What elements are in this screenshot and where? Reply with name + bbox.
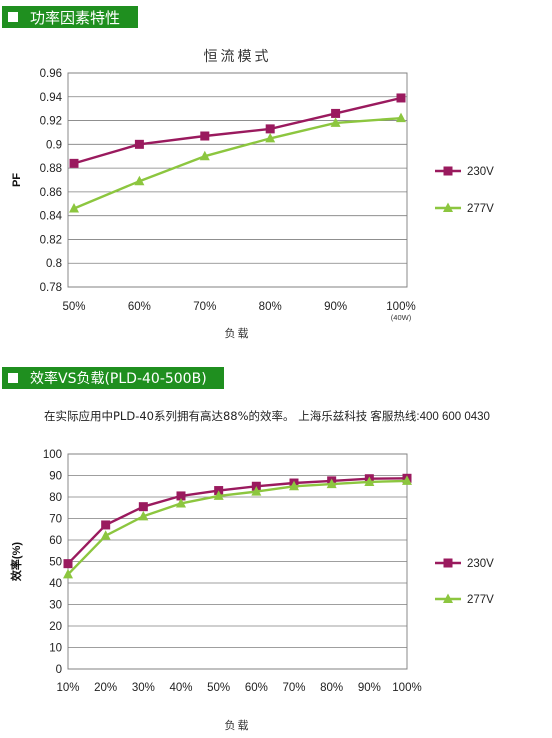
data-point-230V	[396, 93, 406, 103]
series-line-277V	[73, 117, 402, 210]
data-point-230V	[265, 124, 275, 134]
x-axis-label: 负载	[225, 718, 251, 732]
x-tick-label: 80%	[259, 301, 282, 313]
data-point-230V	[69, 158, 79, 168]
data-point-277V	[265, 132, 276, 143]
y-tick-label: 0.84	[40, 211, 63, 223]
x-tick-label: 60%	[128, 301, 151, 313]
legend-marker-230V	[443, 558, 453, 568]
y-tick-label: 0	[56, 664, 62, 676]
x-tick-label: 40%	[169, 682, 192, 694]
data-point-230V	[200, 131, 210, 141]
data-point-230V	[138, 502, 148, 512]
data-point-277V	[138, 510, 149, 521]
x-tick-label: 70%	[282, 682, 305, 694]
plot-area	[67, 72, 408, 288]
legend-label-277V: 277V	[467, 203, 494, 215]
x-tick-label: 100%	[392, 682, 421, 694]
legend-marker-277V	[443, 202, 453, 212]
note-company-hotline: 上海乐兹科技 客服热线:400 600 0430	[298, 411, 490, 423]
data-point-277V	[199, 150, 210, 161]
series-line-277V	[67, 479, 408, 576]
header-square-icon	[8, 12, 18, 22]
data-point-277V	[69, 203, 79, 213]
data-point-277V	[326, 478, 337, 489]
series-line-230V	[67, 477, 408, 565]
data-point-277V	[213, 490, 224, 500]
data-point-230V	[176, 491, 186, 501]
x-tick-label: 80%	[320, 682, 343, 694]
data-point-277V	[402, 475, 412, 485]
x-tick-label: 90%	[358, 682, 381, 694]
x-tick-label: 20%	[94, 682, 117, 694]
section-title: 功率因素特性	[30, 8, 121, 27]
y-tick-label: 0.78	[40, 282, 62, 294]
data-point-277V	[134, 175, 145, 186]
x-tick-label: 50%	[207, 682, 230, 694]
section-header-efficiency: 效率VS负载(PLD-40-500B)	[2, 367, 224, 389]
x-tick-label: 70%	[193, 301, 216, 313]
y-tick-label: 40	[49, 578, 62, 590]
x-tick-label: 50%	[62, 301, 85, 313]
data-point-277V	[289, 480, 299, 491]
y-tick-label: 20	[49, 621, 62, 633]
series-line-230V	[73, 96, 402, 165]
y-tick-label: 0.9	[46, 139, 62, 151]
data-point-277V	[396, 112, 406, 123]
y-tick-label: 0.82	[40, 234, 62, 246]
y-tick-label: 0.94	[40, 92, 63, 104]
y-tick-label: 0.92	[40, 116, 62, 128]
y-tick-label: 10	[49, 643, 62, 655]
x-tick-sublabel: (40W)	[391, 313, 412, 322]
header-square-icon	[8, 373, 18, 383]
data-point-230V	[63, 559, 73, 569]
y-tick-label: 0.96	[40, 68, 62, 80]
data-point-277V	[251, 486, 262, 496]
efficiency-note: 在实际应用中PLD-40系列拥有高达88%的效率。 上海乐兹科技 客服热线:40…	[44, 408, 490, 424]
x-tick-label: 30%	[132, 682, 155, 694]
legend-marker-230V	[443, 166, 453, 176]
chart-title: 恒流模式	[204, 49, 272, 65]
y-tick-label: 90	[49, 471, 62, 483]
x-tick-label: 100%	[386, 301, 415, 313]
data-point-277V	[176, 497, 186, 508]
legend-label-230V: 230V	[467, 558, 494, 570]
y-axis-label: 效率(%)	[9, 542, 23, 581]
y-tick-label: 50	[49, 557, 62, 569]
y-tick-label: 0.88	[40, 163, 62, 175]
legend-label-277V: 277V	[467, 594, 494, 606]
y-tick-label: 70	[49, 514, 62, 526]
power-factor-chart: 0.96 0.94 0.92 0.9 0.88 0.86 0.84 0.82 0.8 0.7850…	[11, 49, 494, 340]
x-tick-label: 90%	[324, 301, 347, 313]
x-tick-label: 10%	[56, 682, 79, 694]
y-axis-label: PF	[11, 173, 23, 187]
y-tick-label: 30	[49, 600, 62, 612]
data-point-277V	[100, 530, 111, 540]
legend-label-230V: 230V	[467, 166, 494, 178]
y-tick-label: 0.86	[40, 187, 62, 199]
data-point-230V	[134, 139, 144, 149]
data-point-230V	[331, 108, 341, 118]
y-tick-label: 0.8	[46, 258, 62, 270]
y-tick-label: 60	[49, 535, 62, 547]
section-title: 效率VS负载(PLD-40-500B)	[30, 371, 207, 387]
data-point-277V	[364, 476, 375, 486]
y-tick-label: 100	[43, 449, 62, 461]
data-point-277V	[63, 568, 73, 579]
legend-marker-277V	[443, 593, 453, 603]
note-text: 在实际应用中PLD-40系列拥有高达88%的效率。	[44, 409, 295, 423]
x-axis-label: 负载	[225, 326, 251, 340]
data-point-277V	[330, 117, 341, 127]
section-header-power-factor: 功率因素特性	[2, 6, 138, 28]
data-point-230V	[101, 520, 111, 530]
x-tick-label: 60%	[245, 682, 268, 694]
y-tick-label: 80	[49, 492, 62, 504]
